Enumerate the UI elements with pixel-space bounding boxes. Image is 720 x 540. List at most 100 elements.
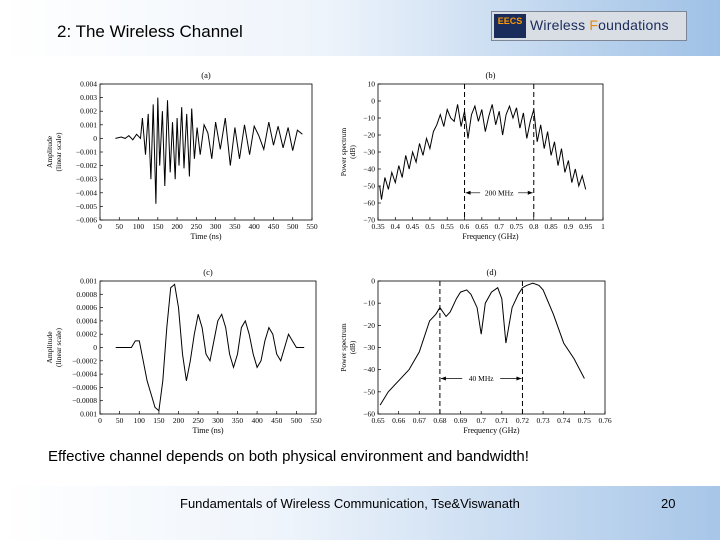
y-tick-label: 0 [93,134,97,143]
x-axis-label-a: Time (ns) [190,232,221,241]
x-tick-label: 450 [271,416,283,425]
x-tick-label: 0 [98,416,102,425]
x-tick-label: 0 [98,222,102,231]
x-tick-label: 550 [310,416,322,425]
x-tick-label: 50 [116,222,124,231]
channel-figure: (a)0 50 100 150 200 250 300 350 400 450 500 5500.00… [45,70,612,435]
logo-wordmark: Wireless Foundations [530,17,669,33]
x-tick-label: 150 [152,222,164,231]
x-tick-label: 250 [191,222,203,231]
x-tick-label: 0.45 [406,222,419,231]
panel-c: (c) 0 50 100 150 200 250 300 350 400 450 500 550 0.00… [45,267,322,435]
bandwidth-label-d: 40 MHz [469,374,494,383]
y-tick-label: −60 [363,410,375,419]
x-tick-label: 0.68 [433,416,446,425]
y-tick-label: −50 [363,387,375,396]
y-tick-label: 0.0002 [76,330,97,339]
y-axis-label-b: Power spectrum(dB) [339,128,357,177]
x-tick-label: 0.69 [454,416,467,425]
slide-footer: Fundamentals of Wireless Communication, … [0,486,720,540]
footer-citation: Fundamentals of Wireless Communication, … [180,496,520,511]
plot-frame-d [377,280,606,415]
slide-title: 2: The Wireless Channel [57,22,243,41]
x-tick-label: 1 [601,222,605,231]
x-tick-label: 500 [291,416,303,425]
x-tick-label: 0.65 [475,222,488,231]
y-tick-label: −0.0006 [72,383,97,392]
chart-title-a: (a) [201,70,211,80]
page-number: 20 [661,496,676,511]
y-tick-label: 0.004 [80,80,97,89]
x-tick-label: 450 [268,222,280,231]
chart-title-b: (b) [486,70,496,80]
series-line-d [379,282,585,406]
x-tick-label: 0.7 [476,416,486,425]
wireless-foundations-logo: EECS Wireless Foundations [491,11,687,41]
y-tick-label: −10 [363,299,375,308]
bandwidth-label-bg [462,373,501,383]
x-tick-label: 400 [251,416,263,425]
bandwidth-label-b: 200 MHz [485,188,514,197]
x-tick-label: 0.65 [371,416,384,425]
y-tick-label: −0.0002 [72,356,97,365]
y-tick-label: −0.0004 [72,370,97,379]
x-tick-label: 0.67 [413,416,426,425]
x-tick-label: 250 [193,416,205,425]
y-tick-label: 0.002 [80,107,97,116]
y-tick-label: 0.001 [80,410,97,419]
y-tick-label: −0.004 [76,188,97,197]
x-tick-label: 0.35 [371,222,384,231]
x-tick-label: 0.4 [391,222,401,231]
y-tick-label: 0 [371,97,375,106]
y-tick-label: −0.002 [76,161,97,170]
series-line-b [379,104,587,200]
arrow-head-right [527,190,533,195]
bandwidth-label-bg [480,187,519,197]
panel-a: (a) 0 50 100 150 200 250 300 350 400 450 500 550 0.00… [45,70,318,241]
x-tick-label: 500 [287,222,299,231]
series-line-c [115,283,305,412]
y-axis-label-c: Amplitude(linear scale) [45,328,63,367]
y-tick-label: −10 [363,114,375,123]
y-tick-label: −0.006 [76,216,97,225]
slide-caption: Effective channel depends on both physic… [48,448,529,465]
x-tick-label: 0.75 [578,416,591,425]
panel-b: (b) 0.35 0.4 0.45 0.5 0.55 0.6 0.65 0.7 0.75 0.8 0.… [339,70,605,241]
x-tick-label: 100 [134,416,146,425]
x-tick-label: 0.5 [425,222,435,231]
plot-frame-b [377,83,604,221]
y-tick-label: −40 [363,165,375,174]
y-tick-label: 0.0006 [76,303,97,312]
plot-frame-a [99,83,313,221]
x-tick-label: 550 [306,222,318,231]
x-tick-label: 100 [133,222,145,231]
y-axis-label-a: Amplitude(linear scale) [45,132,63,171]
arrow-head-left [440,376,446,381]
x-tick-label: 300 [212,416,224,425]
y-tick-label: −0.003 [76,175,97,184]
chart-title-d: (d) [487,267,497,277]
x-tick-label: 0.8 [529,222,539,231]
y-tick-label: 0.003 [80,93,97,102]
x-tick-label: 0.72 [516,416,529,425]
x-tick-label: 50 [116,416,124,425]
x-tick-label: 200 [173,416,185,425]
y-tick-label: −20 [363,321,375,330]
panel-d: (d) 0.65 0.66 0.67 0.68 0.69 0.7 0.71 0.72 0.73 0.… [339,267,612,435]
y-tick-label: −40 [363,365,375,374]
y-tick-label: −50 [363,182,375,191]
x-axis-label-c: Time (ns) [192,426,223,435]
x-tick-label: 0.9 [564,222,574,231]
y-tick-label: 0.001 [80,120,97,129]
series-line-a [115,97,303,204]
y-tick-label: −70 [363,216,375,225]
y-tick-label: 10 [368,80,376,89]
y-tick-label: −0.001 [76,148,97,157]
y-tick-label: −60 [363,199,375,208]
y-tick-label: 0.001 [80,277,97,286]
x-tick-label: 0.73 [537,416,550,425]
x-tick-label: 0.6 [460,222,470,231]
x-tick-label: 0.85 [545,222,558,231]
x-tick-label: 0.7 [494,222,504,231]
x-tick-label: 350 [229,222,241,231]
